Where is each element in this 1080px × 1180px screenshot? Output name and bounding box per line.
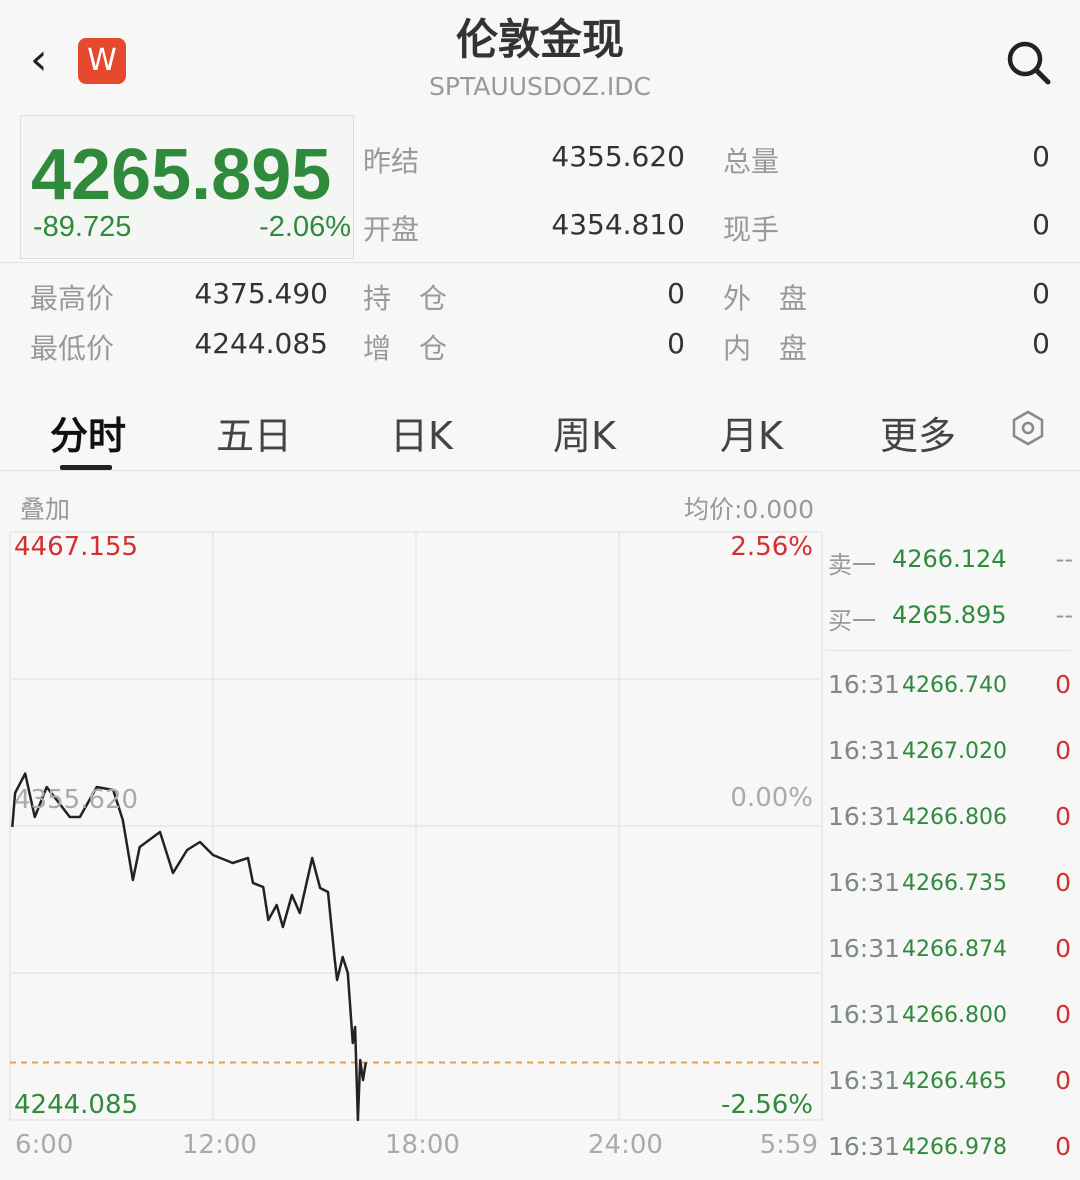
tab-daily-k[interactable]: 日K (390, 414, 453, 458)
tick-price: 4266.465 (902, 1069, 1007, 1094)
price-change-pct: -2.06% (259, 211, 351, 243)
tick-row: 16:31 4266.740 0 (828, 670, 1073, 704)
tick-row: 16:31 4266.735 0 (828, 868, 1073, 902)
x-tick: 6:00 (15, 1130, 74, 1160)
stat-value: 0 (667, 327, 685, 360)
tick-volume: 0 (1055, 1000, 1071, 1029)
tick-volume: 0 (1055, 1066, 1071, 1095)
stat-label: 持 仓 (363, 282, 448, 315)
app-logo[interactable]: W (78, 38, 126, 84)
tick-volume: 0 (1055, 934, 1071, 963)
y-label-top: 4467.155 (14, 532, 139, 562)
x-tick: 12:00 (182, 1130, 257, 1160)
stat-value: 0 (1032, 140, 1050, 173)
tick-row: 16:31 4266.800 0 (828, 1000, 1073, 1034)
tab-intraday[interactable]: 分时 (50, 414, 127, 458)
bid-label: 买一 (828, 607, 876, 635)
tick-price: 4266.978 (902, 1135, 1007, 1160)
settings-icon[interactable] (1010, 410, 1046, 446)
divider (826, 650, 1071, 651)
stat-value: 4355.620 (551, 140, 685, 173)
tick-time: 16:31 (828, 1000, 901, 1029)
tick-row: 16:31 4266.465 0 (828, 1066, 1073, 1100)
stat-label: 昨结 (363, 145, 420, 178)
stat-value: 0 (1032, 327, 1050, 360)
bid-price: 4265.895 (892, 601, 1007, 629)
overlay-button[interactable]: 叠加 (20, 495, 71, 524)
tick-row: 16:31 4266.874 0 (828, 934, 1073, 968)
stat-value: 0 (1032, 208, 1050, 241)
tick-row: 16:31 4266.806 0 (828, 802, 1073, 836)
tick-time: 16:31 (828, 670, 901, 699)
stat-value: 4354.810 (551, 208, 685, 241)
tick-price: 4267.020 (902, 739, 1007, 764)
tick-volume: 0 (1055, 736, 1071, 765)
x-tick: 18:00 (385, 1130, 460, 1160)
tick-time: 16:31 (828, 802, 901, 831)
tick-time: 16:31 (828, 1066, 901, 1095)
tick-time: 16:31 (828, 868, 901, 897)
stat-label: 总量 (723, 145, 780, 178)
price-change: -89.725 (33, 211, 132, 243)
page-title: 伦敦金现 (455, 15, 624, 64)
tick-price: 4266.740 (902, 673, 1007, 698)
stat-value: 4375.490 (194, 277, 328, 310)
tick-time: 16:31 (828, 736, 901, 765)
ask-volume: -- (1055, 545, 1073, 573)
tab-weekly-k[interactable]: 周K (553, 414, 616, 458)
x-tick: 24:00 (588, 1130, 663, 1160)
tab-five-day[interactable]: 五日 (216, 414, 293, 458)
stat-label: 内 盘 (723, 332, 808, 365)
last-price: 4265.895 (31, 135, 332, 215)
price-line (11, 772, 368, 1122)
price-box: 4265.895 -89.725 -2.06% (20, 115, 354, 259)
tick-volume: 0 (1055, 670, 1071, 699)
tick-price: 4266.806 (902, 805, 1007, 830)
tab-more[interactable]: 更多 (880, 414, 957, 458)
tick-volume: 0 (1055, 868, 1071, 897)
back-button[interactable]: ‹ (30, 34, 48, 85)
symbol-code: SPTAUUSDOZ.IDC (429, 72, 651, 101)
search-icon[interactable] (1004, 38, 1052, 86)
tick-volume: 0 (1055, 1132, 1071, 1161)
y-label-bottom: 4244.085 (14, 1090, 139, 1120)
divider (0, 470, 1080, 471)
tick-time: 16:31 (828, 1132, 901, 1161)
tick-row: 16:31 4267.020 0 (828, 736, 1073, 770)
y-pct-mid: 0.00% (730, 783, 813, 813)
stat-value: 4244.085 (194, 327, 328, 360)
stat-label: 最低价 (30, 332, 115, 365)
ask-price: 4266.124 (892, 545, 1007, 573)
tick-price: 4266.874 (902, 937, 1007, 962)
stat-label: 开盘 (363, 213, 420, 246)
y-label-mid: 4355.620 (14, 785, 139, 815)
tick-volume: 0 (1055, 802, 1071, 831)
divider (0, 262, 1080, 263)
tick-price: 4266.735 (902, 871, 1007, 896)
avg-price: 均价:0.000 (684, 495, 814, 524)
stat-label: 外 盘 (723, 282, 808, 315)
y-pct-bottom: -2.56% (721, 1090, 813, 1120)
ask-label: 卖一 (828, 551, 876, 579)
stat-value: 0 (1032, 277, 1050, 310)
stat-label: 最高价 (30, 282, 115, 315)
tick-time: 16:31 (828, 934, 901, 963)
tick-row: 16:31 4266.978 0 (828, 1132, 1073, 1166)
tick-price: 4266.800 (902, 1003, 1007, 1028)
stat-label: 增 仓 (363, 332, 448, 365)
stat-label: 现手 (723, 213, 780, 246)
x-tick: 5:59 (759, 1130, 818, 1160)
chart-grid (9, 531, 823, 1121)
bid-volume: -- (1055, 601, 1073, 629)
y-pct-top: 2.56% (730, 532, 813, 562)
stat-value: 0 (667, 277, 685, 310)
tab-monthly-k[interactable]: 月K (720, 414, 783, 458)
active-tab-indicator (60, 465, 112, 470)
